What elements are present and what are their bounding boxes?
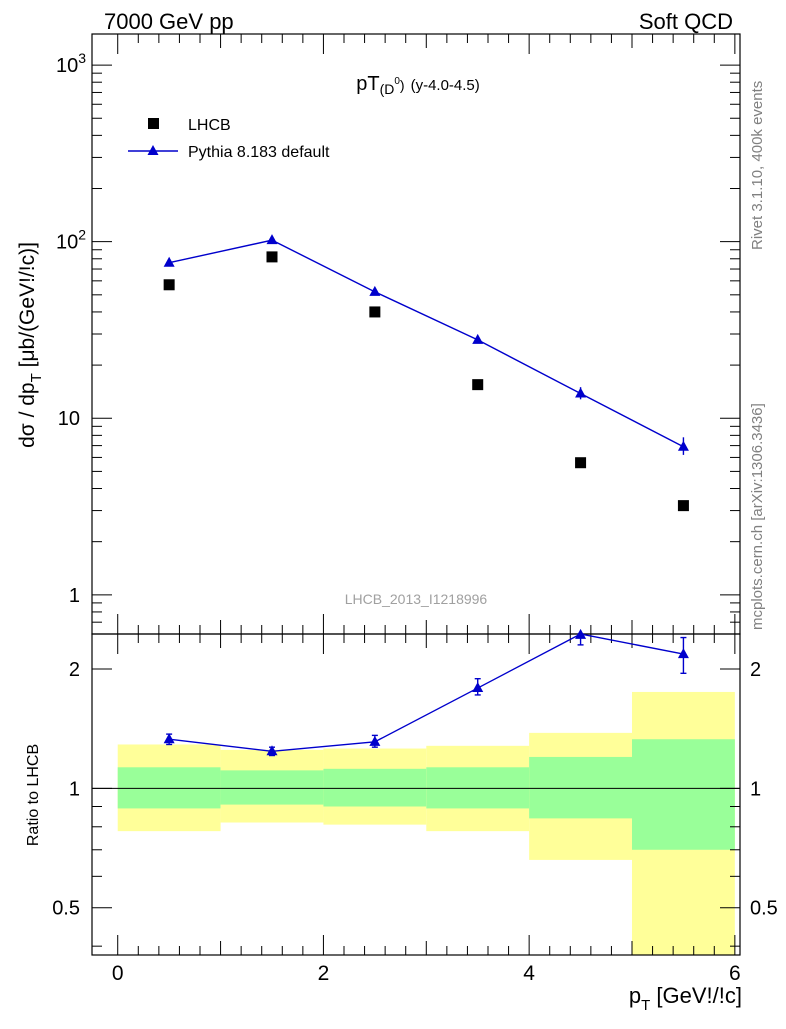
ratio-y-tick-label-right: 2	[750, 659, 761, 681]
analysis-watermark: LHCB_2013_I1218996	[345, 591, 488, 607]
legend-label-lhcb: LHCB	[188, 117, 231, 134]
ratio-point	[472, 682, 484, 693]
ratio-point	[369, 735, 381, 746]
x-tick-label: 2	[318, 962, 330, 985]
ratio-point	[266, 745, 278, 756]
ratio-point	[163, 733, 175, 744]
ratio-y-tick-label-right: 0.5	[750, 898, 778, 920]
ratio-line	[169, 633, 684, 752]
legend-label-pythia: Pythia 8.183 default	[188, 144, 330, 161]
ratio-panel: 0 2 4 6 0.5 0.5 1 1 2 2	[52, 628, 778, 985]
lhcb-point	[369, 306, 381, 318]
x-tick-label: 4	[523, 962, 535, 985]
top-y-tick-label: 1	[69, 585, 80, 607]
lhcb-point	[163, 279, 175, 291]
ratio-point	[575, 628, 587, 639]
ratio-point	[677, 648, 689, 659]
x-tick-label: 6	[729, 962, 741, 985]
ratio-y-axis-title: Ratio to LHCB	[25, 744, 42, 846]
ratio-y-tick-label-right: 1	[750, 778, 761, 800]
legend-marker-lhcb	[148, 118, 159, 129]
band-inner	[323, 768, 427, 807]
pythia-point	[575, 387, 587, 398]
rivet-label: Rivet 3.1.10, 400k events	[749, 81, 766, 250]
band-inner	[632, 739, 735, 850]
pythia-point	[163, 256, 175, 267]
lhcb-point	[472, 379, 484, 391]
mcplots-label: mcplots.cern.ch [arXiv:1306.3436]	[749, 403, 766, 630]
top-y-tick-label: 103	[56, 50, 86, 77]
lhcb-point	[266, 251, 278, 263]
legend-marker-pythia	[147, 145, 159, 155]
ratio-frame	[91, 633, 741, 956]
header-left: 7000 GeV pp	[104, 9, 234, 34]
band-inner	[220, 770, 324, 805]
top-y-tick-label: 102	[56, 227, 86, 254]
lhcb-point	[575, 457, 587, 469]
pythia-point	[266, 234, 278, 245]
header-right: Soft QCD	[639, 9, 733, 34]
top-y-tick-label: 10	[58, 408, 80, 430]
x-tick-label: 0	[112, 962, 124, 985]
ratio-y-tick-label-left: 0.5	[52, 898, 80, 920]
pythia-point	[369, 285, 381, 296]
top-panel: 1 10 102 103	[56, 33, 741, 635]
pythia-line	[168, 239, 684, 448]
pythia-point	[472, 333, 484, 344]
x-axis-title: pT [GeV!/!c]	[629, 983, 742, 1014]
band-inner	[529, 756, 632, 819]
ratio-y-tick-label-left: 2	[69, 659, 80, 681]
top-y-axis-title: dσ / dpT [μb/(GeV!/!c)]	[16, 242, 45, 448]
plot-title: pT(D0) (y-4.0-4.5)	[356, 73, 480, 97]
pythia-point	[677, 440, 689, 451]
ratio-y-tick-label-left: 1	[69, 778, 80, 800]
lhcb-point	[677, 500, 689, 512]
